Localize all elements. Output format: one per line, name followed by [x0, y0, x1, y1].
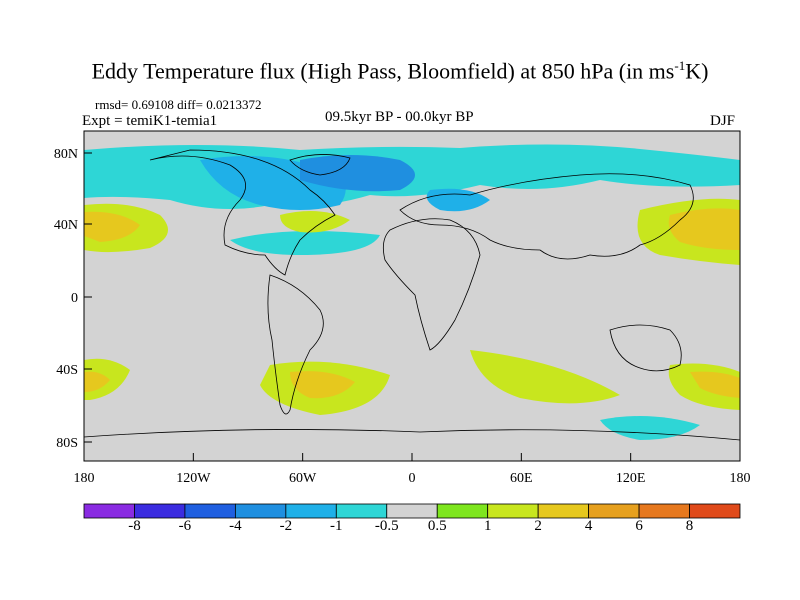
sind-yellow [470, 350, 620, 404]
colorbar-label: 8 [685, 518, 694, 534]
lat-tick-label: 40S [56, 363, 78, 378]
lon-tick-label: 0 [409, 471, 416, 486]
season-label: DJF [710, 113, 736, 129]
colorbar-swatch [134, 503, 186, 519]
colorbar-label: -2 [279, 518, 293, 534]
africa-coast [382, 218, 481, 351]
australia-coast [609, 324, 682, 372]
colorbar [83, 503, 741, 519]
npac-east-orange [668, 208, 740, 250]
colorbar-swatch [689, 503, 741, 519]
stats-label: rmsd= 0.69108 diff= 0.0213372 [95, 97, 262, 112]
colorbar-label: 6 [635, 518, 643, 534]
colorbar-label: 2 [534, 518, 542, 534]
lon-tick-label: 120E [616, 471, 646, 486]
eurasia-coast [399, 173, 694, 260]
colorbar-label: -1 [330, 518, 343, 534]
colorbar-swatch [386, 503, 438, 519]
longitude-axis: 180 120W 60W 0 60E 120E 180 [74, 453, 751, 486]
colorbar-swatch [184, 503, 236, 519]
colorbar-label: -0.5 [374, 518, 399, 534]
lon-tick-label: 180 [730, 471, 751, 486]
lat-tick-label: 80S [56, 436, 78, 451]
coastlines [83, 149, 741, 441]
colorbar-swatch [234, 503, 287, 519]
colorbar-swatch [436, 503, 489, 519]
colorbar-label: -6 [178, 518, 192, 534]
spac-east-orange [690, 371, 740, 398]
subtropical-cyan [230, 231, 380, 255]
south-america-coast [267, 274, 324, 415]
latitude-axis: 80N 40N 0 40S 80S [54, 147, 92, 451]
north-america-coast [149, 149, 336, 276]
colorbar-swatch [638, 503, 690, 519]
period-label: 09.5kyr BP - 00.0kyr BP [325, 109, 474, 125]
spac-west-orange [84, 371, 110, 392]
lon-tick-label: 60W [289, 471, 317, 486]
colorbar-swatch [335, 503, 388, 519]
colorbar-label: -4 [229, 518, 242, 534]
lat-tick-label: 80N [54, 147, 78, 162]
colorbar-label: -8 [128, 518, 141, 534]
colorbar-swatch [487, 503, 539, 519]
lon-tick-label: 60E [510, 471, 533, 486]
greenland-coast [289, 154, 351, 176]
colorbar-swatch [588, 503, 640, 519]
antarctica-coast [83, 429, 741, 441]
colorbar-swatch [537, 503, 590, 519]
north-blue-core [300, 155, 415, 192]
southern-cyan-patch [600, 416, 700, 440]
npac-west-orange [84, 211, 140, 242]
lon-tick-label: 120W [176, 471, 211, 486]
colorbar-label: 4 [584, 518, 593, 534]
colorbar-label: 1 [483, 518, 492, 534]
colorbar-swatch [83, 503, 135, 519]
lat-tick-label: 0 [71, 291, 78, 306]
colorbar-label: 0.5 [427, 518, 447, 534]
colorbar-swatch [285, 503, 337, 519]
experiment-label: Expt = temiK1-temia1 [82, 113, 218, 129]
lon-tick-label: 180 [74, 471, 95, 486]
map-panel [83, 130, 741, 462]
map-title: Eddy Temperature flux (High Pass, Bloomf… [91, 58, 709, 84]
satl-orange [290, 371, 355, 399]
lat-tick-label: 40N [54, 218, 78, 233]
